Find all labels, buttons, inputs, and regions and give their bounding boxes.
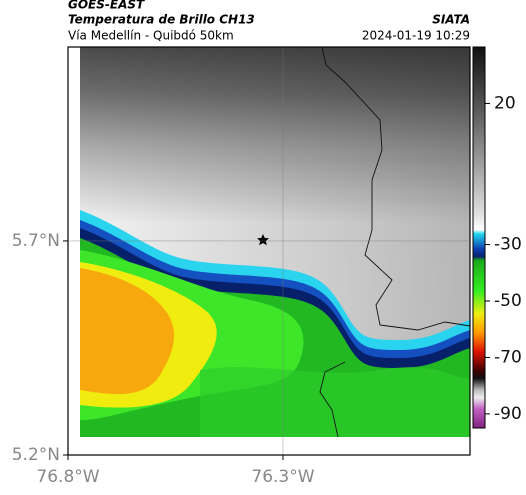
source: SIATA	[432, 13, 470, 27]
colorbar-tick-label: -50	[494, 291, 522, 311]
colorbar-tick-label: -70	[494, 347, 522, 367]
title: GOES-EAST	[68, 0, 145, 12]
x-tick-label: 76.3°W	[251, 467, 314, 487]
map-frame	[67, 46, 471, 456]
x-tick-label: 76.8°W	[36, 467, 99, 487]
colorbar-tick-label: -90	[494, 404, 522, 424]
subtitle: Temperatura de Brillo CH13	[68, 13, 255, 27]
colorbar	[472, 46, 486, 429]
y-tick-label: 5.7°N	[12, 231, 60, 251]
imagery	[80, 47, 470, 437]
route: Vía Medellín - Quibdó 50km	[68, 29, 234, 43]
colorbar-tick-label: 20	[494, 93, 516, 113]
datetime: 2024-01-19 10:29	[362, 29, 470, 43]
y-tick-label: 5.2°N	[12, 445, 60, 465]
colorbar-tick-label: -30	[494, 235, 522, 255]
